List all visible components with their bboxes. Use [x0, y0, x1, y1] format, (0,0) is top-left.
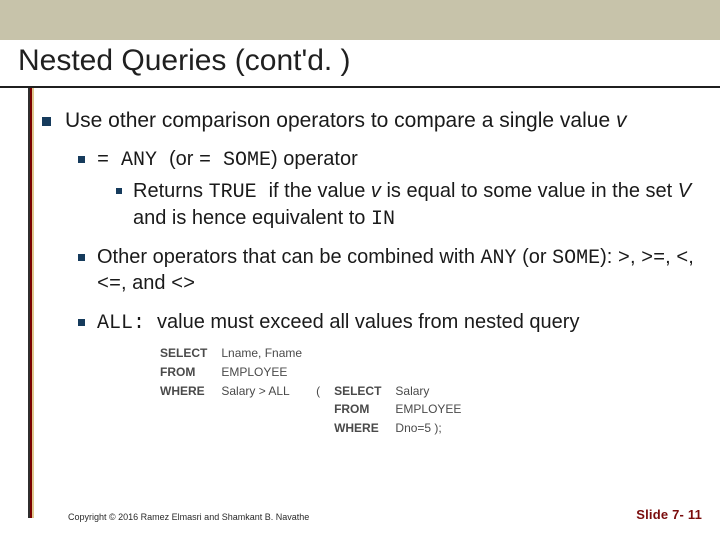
text-run: V: [678, 180, 691, 202]
text-run: = SOME: [199, 149, 271, 172]
bullet-l2: Other operators that can be combined wit…: [78, 245, 706, 298]
bullet-l2: = ANY (or = SOME) operator: [78, 147, 706, 174]
bullet-text: Returns TRUE if the value v is equal to …: [133, 179, 706, 232]
sql-paren: (: [316, 382, 334, 401]
bullet-l3: Returns TRUE if the value v is equal to …: [116, 179, 706, 232]
text-run: ,: [630, 246, 641, 268]
sql-keyword: SELECT: [160, 344, 221, 363]
sql-clause: EMPLOYEE: [395, 400, 475, 419]
text-run: >: [618, 247, 630, 270]
title-underline: [0, 86, 720, 88]
sql-row: FROMEMPLOYEE: [160, 400, 475, 419]
text-run: if the value: [269, 180, 371, 202]
text-run: (or: [517, 246, 553, 268]
text-run: >=: [641, 247, 665, 270]
text-run: and is hence equivalent to: [133, 207, 371, 229]
sql-row: WHERESalary > ALL(SELECTSalary: [160, 382, 475, 401]
copyright-text: Copyright © 2016 Ramez Elmasri and Shamk…: [68, 512, 309, 522]
sql-keyword: FROM: [160, 363, 221, 382]
sql-keyword: WHERE: [334, 419, 395, 438]
text-run: (or: [169, 148, 199, 170]
bullet-square-icon: [42, 117, 51, 126]
text-run: ):: [600, 246, 618, 268]
sql-example: SELECTLname, FnameFROMEMPLOYEEWHERESalar…: [160, 344, 706, 437]
text-run: , and: [121, 272, 171, 294]
bullet-square-icon: [78, 319, 85, 326]
slide-title: Nested Queries (cont'd. ): [18, 44, 351, 78]
sql-keyword: FROM: [334, 400, 395, 419]
text-run: v: [616, 109, 627, 132]
sql-row: SELECTLname, Fname: [160, 344, 475, 363]
text-run: <>: [171, 273, 195, 296]
text-run: <: [676, 247, 688, 270]
text-run: value must exceed all values from nested…: [157, 311, 579, 333]
text-run: Use other comparison operators to compar…: [65, 109, 616, 132]
text-run: <=: [97, 273, 121, 296]
bullet-square-icon: [78, 254, 85, 261]
bullet-text: Use other comparison operators to compar…: [65, 108, 626, 135]
bullet-square-icon: [78, 156, 85, 163]
sql-table: SELECTLname, FnameFROMEMPLOYEEWHERESalar…: [160, 344, 475, 437]
text-run: TRUE: [209, 181, 269, 204]
bullet-l2: ALL: value must exceed all values from n…: [78, 310, 706, 337]
bullet-text: ALL: value must exceed all values from n…: [97, 310, 579, 337]
text-run: ,: [688, 246, 694, 268]
text-run: SOME: [552, 247, 600, 270]
sql-clause: EMPLOYEE: [221, 363, 316, 382]
text-run: IN: [371, 208, 395, 231]
text-run: Other operators that can be combined wit…: [97, 246, 481, 268]
sql-row: FROMEMPLOYEE: [160, 363, 475, 382]
sql-clause: Lname, Fname: [221, 344, 316, 363]
text-run: ANY: [481, 247, 517, 270]
text-run: ALL:: [97, 312, 157, 335]
text-run: = ANY: [97, 149, 169, 172]
bullet-text: = ANY (or = SOME) operator: [97, 147, 358, 174]
sql-keyword: SELECT: [334, 382, 395, 401]
slide-body: Use other comparison operators to compar…: [42, 108, 706, 437]
bullet-square-icon: [116, 188, 122, 194]
bullet-l1: Use other comparison operators to compar…: [42, 108, 706, 135]
text-run: is equal to some value in the set: [381, 180, 678, 202]
vertical-rule-gold: [32, 88, 34, 518]
sql-keyword: WHERE: [160, 382, 221, 401]
top-accent-band: [0, 0, 720, 40]
sql-clause: Dno=5 );: [395, 419, 475, 438]
text-run: ) operator: [271, 148, 358, 170]
bullet-text: Other operators that can be combined wit…: [97, 245, 706, 298]
slide-number: Slide 7- 11: [636, 507, 702, 522]
sql-clause: Salary > ALL: [221, 382, 316, 401]
text-run: ,: [665, 246, 676, 268]
sql-clause: Salary: [395, 382, 475, 401]
sql-row: WHEREDno=5 );: [160, 419, 475, 438]
text-run: v: [371, 180, 381, 202]
text-run: Returns: [133, 180, 209, 202]
